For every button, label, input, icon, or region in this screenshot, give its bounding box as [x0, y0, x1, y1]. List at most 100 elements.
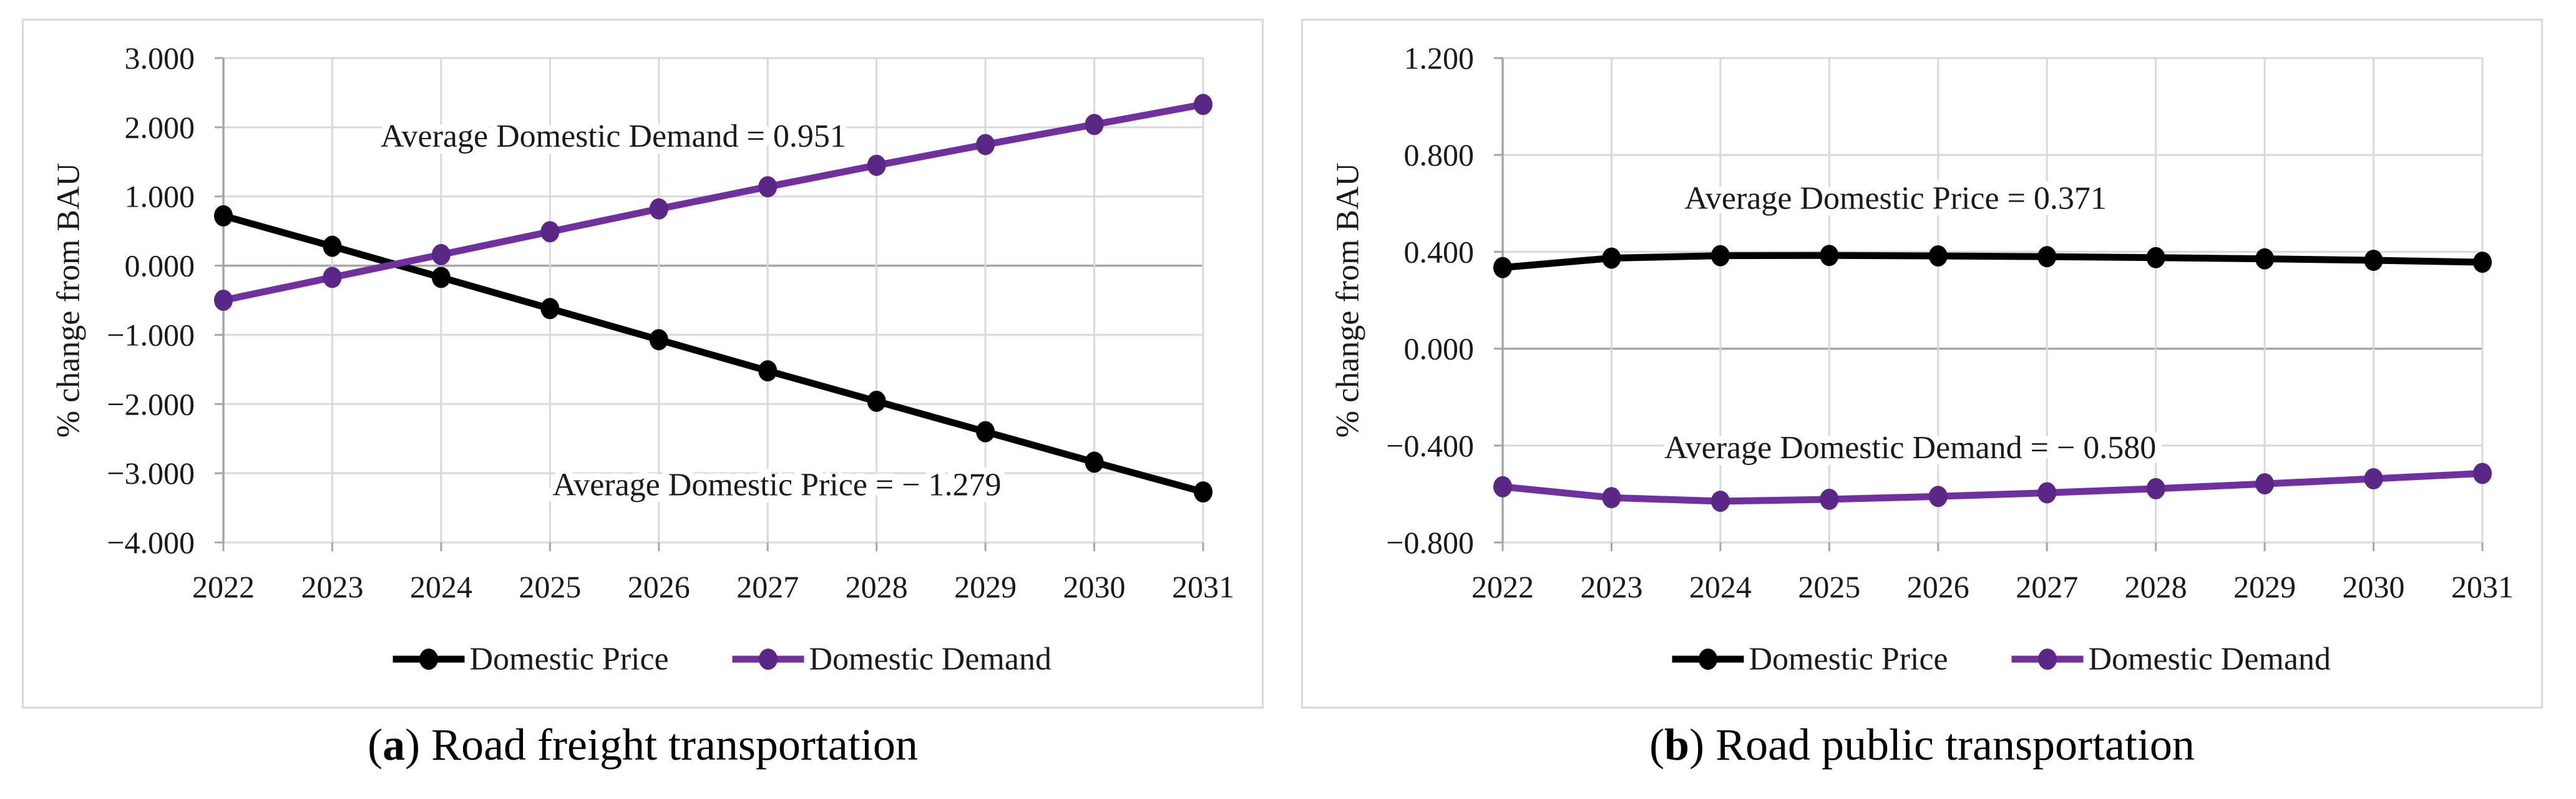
data-point-domestic-demand-2024	[1710, 491, 1730, 512]
y-tick-label: −2.000	[107, 386, 195, 421]
y-axis-title: % change from BAU	[51, 163, 87, 438]
data-point-domestic-price-2022	[1493, 257, 1512, 278]
x-tick-label-2029: 2029	[954, 569, 1017, 604]
y-tick-label: −0.400	[1386, 428, 1474, 463]
x-tick-label-2023: 2023	[301, 569, 363, 604]
data-point-domestic-demand-2029	[976, 134, 995, 155]
caption-letter: b	[1664, 720, 1690, 770]
x-tick-label-2022: 2022	[1471, 569, 1534, 604]
data-point-domestic-demand-2027	[2037, 482, 2057, 504]
chart-road-public: 1.200 0.800 0.400 0.000 −0.400 −0.800 2022 2023…	[1330, 41, 2514, 677]
series-line-domestic-price	[1499, 252, 2486, 272]
series-line-domestic-price	[220, 212, 1207, 496]
data-point-domestic-demand-2029	[2255, 473, 2275, 495]
data-point-domestic-price-2031	[1194, 481, 1212, 503]
legend-label-domestic-demand: Domestic Demand	[809, 642, 1051, 677]
data-point-domestic-demand-2024	[431, 243, 451, 265]
data-point-domestic-price-2026	[649, 329, 668, 351]
x-tick-label-2030: 2030	[1063, 569, 1126, 604]
x-tick-label-2028: 2028	[846, 569, 908, 604]
data-point-domestic-price-2030	[2364, 249, 2383, 271]
legend-marker	[419, 649, 438, 670]
data-point-domestic-price-2030	[1085, 451, 1104, 473]
data-point-domestic-price-2031	[2473, 252, 2492, 273]
x-tick-label-2026: 2026	[628, 569, 690, 604]
y-tick-label: 0.400	[1404, 234, 1475, 269]
caption-text: ) Road public transportation	[1689, 720, 2195, 770]
data-point-domestic-demand-2025	[1820, 488, 1839, 510]
y-tick-label: 0.000	[125, 248, 195, 283]
data-point-domestic-price-2024	[1710, 245, 1730, 267]
data-point-domestic-price-2024	[431, 267, 451, 288]
data-point-domestic-demand-2030	[1085, 114, 1104, 135]
legend-marker	[2038, 649, 2057, 670]
legend-label-domestic-price: Domestic Price	[1749, 642, 1948, 677]
x-tick-label-2024: 2024	[1689, 569, 1752, 604]
caption-text: ) Road freight transportation	[405, 720, 918, 770]
data-point-domestic-price-2025	[540, 298, 560, 320]
caption-road-public: (b) Road public transportation	[1301, 719, 2543, 771]
x-tick-label-2023: 2023	[1580, 569, 1642, 604]
x-tick-label-2031: 2031	[1172, 569, 1234, 604]
legend-marker	[759, 649, 778, 670]
data-point-domestic-demand-2027	[758, 176, 778, 198]
data-point-domestic-price-2027	[2037, 246, 2057, 268]
legend-marker	[1699, 649, 1717, 670]
panel-road-public: 1.200 0.800 0.400 0.000 −0.400 −0.800 2022 2023…	[1301, 19, 2543, 708]
y-tick-label: −1.000	[107, 317, 195, 352]
series-line-domestic-demand	[220, 100, 1207, 304]
x-tick-label-2027: 2027	[2016, 569, 2078, 604]
data-point-domestic-demand-2023	[323, 267, 342, 288]
legend-item-domestic-demand: Domestic Demand	[2011, 642, 2331, 677]
data-point-domestic-price-2026	[1928, 245, 1948, 267]
y-tick-label: −0.800	[1386, 525, 1474, 560]
x-tick-label-2022: 2022	[192, 569, 255, 604]
caption-letter: a	[383, 720, 406, 770]
data-point-domestic-demand-2022	[1493, 476, 1512, 498]
annotation-average-domestic-demand-0-951: Average Domestic Demand = 0.951	[381, 119, 846, 154]
caption-road-freight: (a) Road freight transportation	[22, 719, 1264, 771]
data-point-domestic-price-2025	[1820, 245, 1839, 267]
chart-road-freight: 3.000 2.000 1.000 0.000 −1.000 −2.000 −3.000 −4…	[51, 41, 1235, 677]
data-point-domestic-demand-2026	[1928, 486, 1948, 507]
data-point-domestic-demand-2028	[867, 154, 886, 176]
caption-paren-open: (	[1649, 720, 1665, 770]
legend-item-domestic-price: Domestic Price	[1672, 642, 1948, 677]
data-point-domestic-price-2022	[214, 205, 233, 227]
y-tick-label: 0.800	[1404, 137, 1475, 172]
legend-label-domestic-price: Domestic Price	[470, 642, 669, 677]
x-tick-label-2026: 2026	[1907, 569, 1969, 604]
data-point-domestic-demand-2028	[2146, 478, 2165, 499]
panel-road-freight: 3.000 2.000 1.000 0.000 −1.000 −2.000 −3.000 −4…	[22, 19, 1264, 708]
x-tick-label-2025: 2025	[519, 569, 581, 604]
x-tick-label-2025: 2025	[1798, 569, 1860, 604]
legend-item-domestic-price: Domestic Price	[393, 642, 669, 677]
y-tick-label: 2.000	[125, 110, 195, 145]
legend-item-domestic-demand: Domestic Demand	[732, 642, 1051, 677]
annotation-average-domestic-demand-0-580: Average Domestic Demand = − 0.580	[1664, 430, 2156, 466]
data-point-domestic-price-2023	[1602, 247, 1621, 269]
x-tick-label-2031: 2031	[2451, 569, 2514, 604]
x-tick-label-2029: 2029	[2233, 569, 2296, 604]
data-point-domestic-price-2023	[323, 235, 342, 257]
y-tick-label: −4.000	[107, 525, 195, 560]
data-point-domestic-price-2029	[2255, 248, 2275, 270]
data-point-domestic-price-2027	[758, 360, 778, 382]
x-tick-label-2030: 2030	[2343, 569, 2405, 604]
data-point-domestic-demand-2023	[1602, 487, 1621, 509]
annotation-average-domestic-price-0-371: Average Domestic Price = 0.371	[1684, 181, 2107, 217]
caption-paren-open: (	[368, 720, 383, 770]
data-point-domestic-demand-2030	[2364, 468, 2383, 489]
x-tick-label-2027: 2027	[736, 569, 799, 604]
y-tick-label: 0.000	[1404, 331, 1475, 366]
legend-label-domestic-demand: Domestic Demand	[2089, 642, 2331, 677]
data-point-domestic-demand-2026	[649, 198, 668, 220]
y-axis-title: % change from BAU	[1330, 163, 1366, 438]
x-tick-label-2024: 2024	[410, 569, 472, 604]
data-point-domestic-demand-2025	[540, 221, 560, 243]
data-point-domestic-demand-2022	[214, 290, 233, 311]
data-point-domestic-price-2029	[976, 421, 995, 443]
data-point-domestic-demand-2031	[2473, 463, 2492, 484]
data-point-domestic-price-2028	[2146, 247, 2165, 268]
y-tick-label: −3.000	[107, 456, 195, 491]
